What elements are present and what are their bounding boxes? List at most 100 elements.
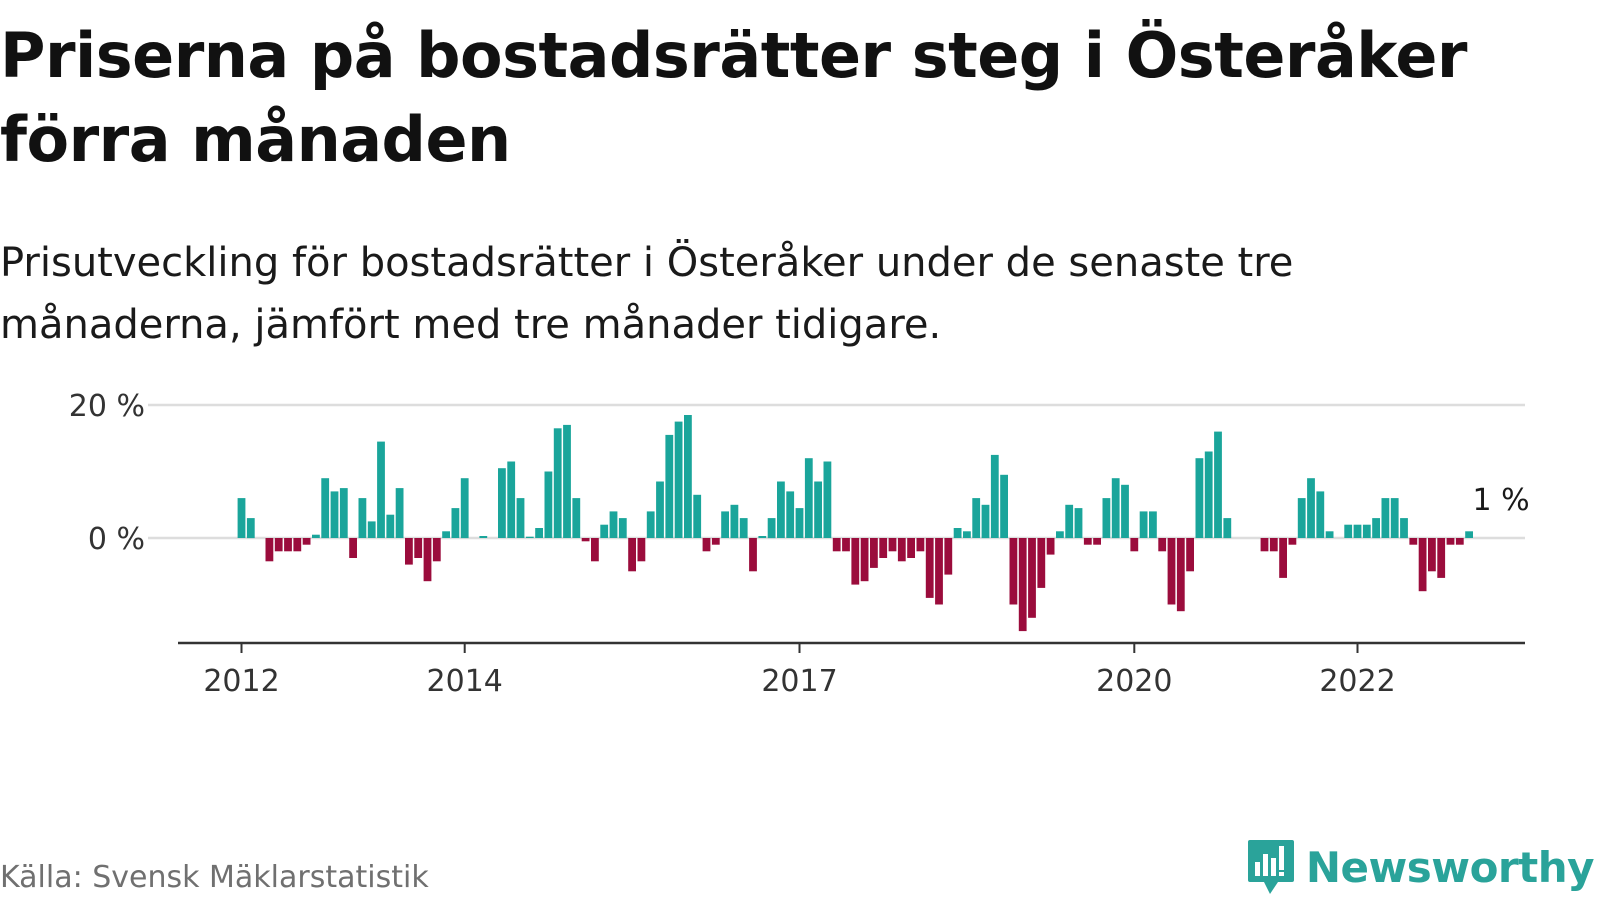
x-tick-label: 2017	[761, 664, 837, 699]
bar	[749, 538, 757, 572]
bar	[656, 481, 664, 538]
bar	[1409, 538, 1418, 545]
bar	[1102, 498, 1111, 538]
bar	[637, 538, 646, 562]
bar	[618, 518, 627, 539]
bar	[1018, 538, 1027, 632]
x-tick-label: 2022	[1319, 664, 1395, 699]
bar	[767, 518, 776, 539]
bar	[1455, 538, 1464, 545]
labels: 0 % 20 % 2012 2014 2017 2020 2022 1 %	[69, 390, 1530, 699]
bar	[1065, 504, 1074, 539]
bar	[395, 488, 404, 538]
bar	[870, 538, 878, 568]
bar	[1046, 538, 1055, 555]
bar	[442, 531, 450, 538]
bar	[349, 538, 357, 558]
bar	[702, 538, 711, 552]
bar	[525, 536, 534, 538]
bar	[1381, 498, 1390, 538]
bar	[944, 538, 953, 575]
x-axis	[178, 641, 1525, 653]
source-note: Källa: Svensk Mäklarstatistik	[0, 860, 429, 895]
bar	[851, 538, 860, 585]
bar	[591, 538, 599, 562]
bar	[684, 415, 692, 538]
bar	[1056, 531, 1064, 538]
bar	[1316, 491, 1325, 538]
bar	[330, 491, 339, 538]
last-value-label: 1 %	[1473, 483, 1530, 518]
bar	[730, 504, 739, 539]
bar	[1400, 518, 1408, 539]
bar	[925, 538, 934, 598]
bar	[981, 504, 990, 539]
bar	[302, 538, 311, 545]
bar	[1176, 538, 1185, 612]
bar	[237, 498, 246, 538]
bar	[1009, 538, 1018, 605]
bar	[1139, 511, 1148, 538]
bar	[804, 458, 813, 538]
bar	[1428, 538, 1436, 572]
bar	[498, 468, 506, 538]
bar	[935, 538, 943, 605]
brand-name: Newsworthy	[1305, 842, 1595, 892]
bar	[1195, 458, 1204, 538]
bar	[1121, 484, 1129, 538]
brand-logo: Newsworthy	[1246, 838, 1595, 896]
bar	[405, 538, 413, 565]
bar	[1204, 451, 1213, 538]
bar	[284, 538, 292, 552]
bar	[832, 538, 841, 552]
bar	[814, 481, 822, 538]
bar	[907, 538, 915, 558]
bar	[1214, 431, 1222, 538]
bar	[1000, 474, 1008, 538]
bar	[423, 538, 432, 582]
bar	[646, 511, 655, 538]
bar	[1167, 538, 1176, 605]
bar	[665, 434, 674, 538]
bar	[693, 494, 702, 538]
bar	[1288, 538, 1297, 545]
bar	[823, 461, 832, 538]
bar	[553, 428, 562, 538]
bar	[879, 538, 888, 558]
bar	[414, 538, 423, 558]
bar	[963, 531, 971, 538]
bar	[544, 471, 553, 538]
bar	[711, 538, 720, 545]
bar	[1186, 538, 1194, 572]
bar	[386, 514, 395, 538]
bar	[758, 536, 767, 538]
bar	[321, 478, 330, 539]
bar	[246, 518, 255, 539]
bar	[1344, 524, 1353, 538]
bar	[972, 498, 981, 538]
y-tick-label: 20 %	[69, 390, 145, 424]
bar	[339, 488, 348, 538]
bar	[916, 538, 925, 552]
bar	[609, 511, 618, 538]
bar	[1130, 538, 1139, 552]
bar	[479, 536, 488, 538]
bar	[507, 461, 516, 538]
bar	[842, 538, 850, 552]
bar	[1325, 531, 1334, 538]
bar	[1465, 531, 1473, 538]
bar	[1158, 538, 1167, 552]
bar	[674, 421, 683, 538]
bar	[1390, 498, 1399, 538]
bar	[367, 521, 376, 538]
bar	[628, 538, 636, 572]
bar	[1297, 498, 1306, 538]
bar	[1028, 538, 1036, 618]
bar	[312, 534, 320, 538]
bar	[358, 498, 367, 538]
bar	[777, 481, 785, 538]
bar	[432, 538, 441, 562]
bar	[451, 508, 460, 538]
chart-title: Priserna på bostadsrätter steg i Österåk…	[0, 19, 1468, 176]
bar	[1074, 508, 1083, 538]
